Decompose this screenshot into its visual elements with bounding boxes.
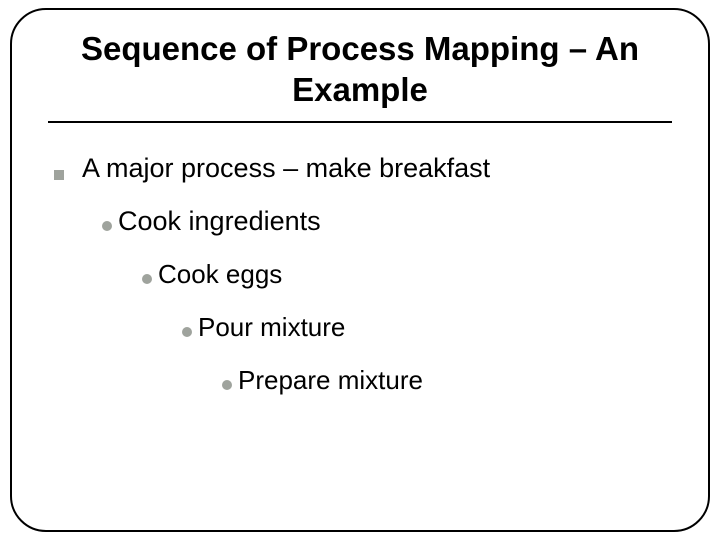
- list-item: Cook eggs: [54, 259, 678, 290]
- list-item-text: Cook eggs: [158, 259, 282, 290]
- list-item: Prepare mixture: [54, 365, 678, 396]
- square-bullet-icon: [54, 170, 64, 180]
- dot-bullet-icon: [102, 221, 112, 231]
- list-item: Pour mixture: [54, 312, 678, 343]
- list-item-text: Prepare mixture: [238, 365, 423, 396]
- dot-bullet-icon: [222, 380, 232, 390]
- slide-title: Sequence of Process Mapping – An Example: [42, 28, 678, 121]
- list-item-text: A major process – make breakfast: [82, 153, 490, 184]
- dot-bullet-icon: [182, 327, 192, 337]
- slide-frame: Sequence of Process Mapping – An Example…: [10, 8, 710, 532]
- title-underline: [48, 121, 672, 123]
- list-item-text: Cook ingredients: [118, 206, 321, 237]
- list-item: A major process – make breakfast: [54, 153, 678, 184]
- dot-bullet-icon: [142, 274, 152, 284]
- slide-body: A major process – make breakfast Cook in…: [42, 153, 678, 396]
- list-item: Cook ingredients: [54, 206, 678, 237]
- list-item-text: Pour mixture: [198, 312, 345, 343]
